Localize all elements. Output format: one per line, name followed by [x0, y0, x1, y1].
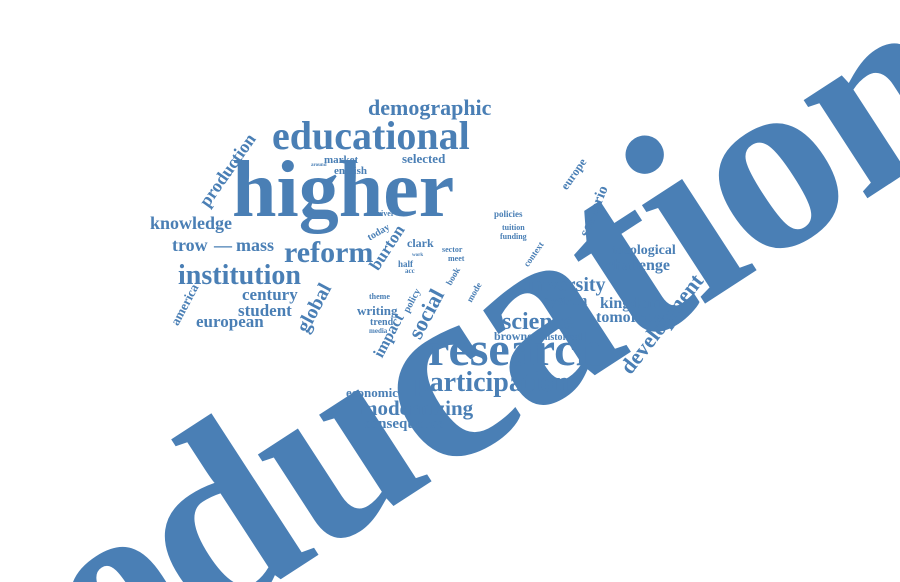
word-system: system — [544, 293, 588, 309]
word-policies: policies — [494, 209, 523, 219]
word-european: european — [196, 312, 264, 331]
word-research: research — [428, 323, 603, 376]
word-theme: theme — [369, 292, 390, 301]
word-century: century — [242, 285, 298, 304]
word-knowledge: knowledge — [150, 213, 233, 233]
word-half: half — [398, 259, 414, 269]
word-clark: clark — [407, 236, 434, 250]
word-funding: funding — [500, 232, 527, 241]
word-tomorrow: tomorrow — [596, 309, 665, 326]
word-higher: higher — [232, 146, 455, 234]
word-student: student — [238, 301, 292, 320]
word-work: work — [412, 253, 424, 258]
word-trow: trow — [172, 235, 208, 255]
word-selected: selected — [402, 151, 446, 166]
word-sector: sector — [442, 245, 463, 254]
word-around: around — [311, 163, 327, 168]
word-institution: institution — [178, 260, 301, 291]
word-driver: driver — [373, 209, 395, 218]
word-writing: writing — [357, 303, 398, 318]
word-browne: browne — [494, 329, 533, 343]
word-media: media — [369, 327, 388, 335]
word-participation: participation — [414, 367, 570, 398]
word-consequence: consequence — [364, 416, 444, 432]
word-historical: historical — [542, 332, 582, 343]
word-university: university — [520, 274, 606, 296]
word-modernizing: modernizing — [360, 396, 474, 420]
word-tuition: tuition — [502, 223, 525, 232]
word-challenge: challenge — [606, 257, 670, 274]
word-dash: — — [214, 235, 232, 255]
word-english: english — [334, 165, 368, 177]
word-mass: mass — [236, 235, 275, 255]
word-educational: educational — [272, 113, 470, 158]
word-economic: economic — [346, 385, 398, 400]
word-reform: reform — [284, 236, 374, 269]
word-demographic: demographic — [368, 95, 492, 120]
word-market: market — [324, 154, 359, 166]
word-meet: meet — [448, 254, 465, 263]
word-acc: acc — [405, 267, 415, 275]
word-trend: trend — [370, 317, 394, 328]
word-kingdom: kingdom — [600, 295, 661, 312]
word-ideological: ideological — [612, 243, 676, 258]
word-science: science — [502, 309, 574, 335]
